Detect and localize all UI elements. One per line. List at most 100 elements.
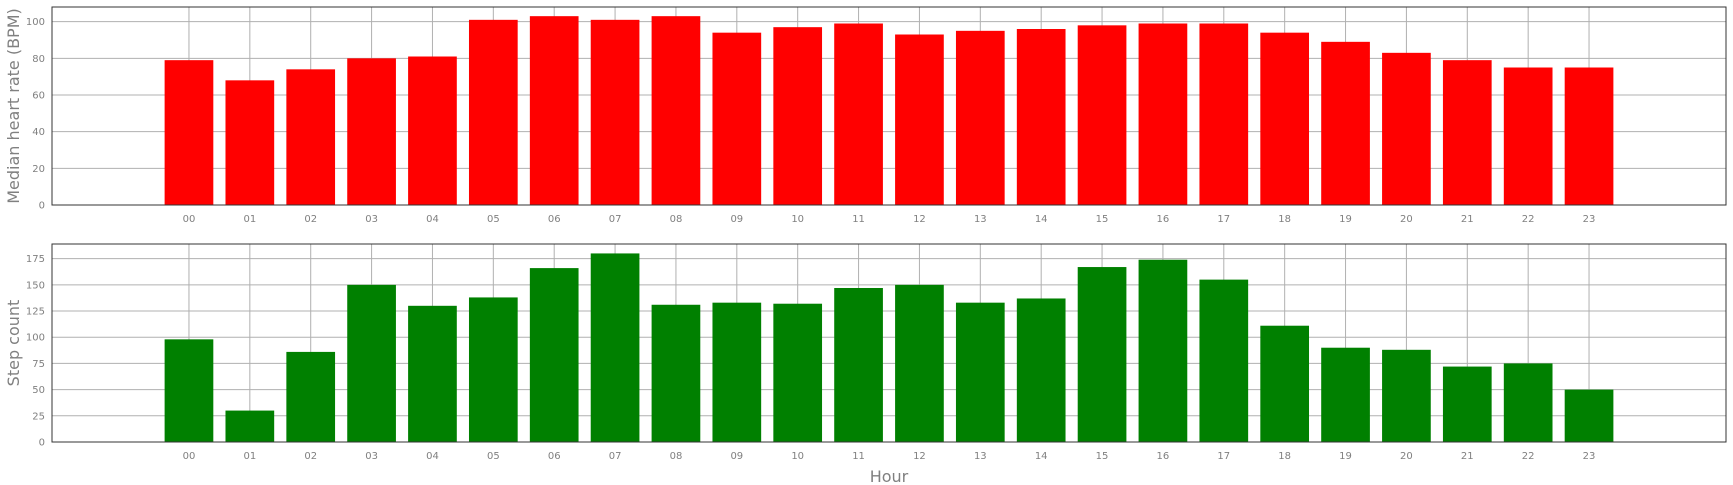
bar-07 [590, 19, 640, 206]
y-axis-label: Median heart rate (BPM) [4, 8, 23, 204]
bar-18 [1260, 325, 1310, 442]
bar-17 [1199, 23, 1249, 205]
bar-17 [1199, 279, 1249, 442]
bar-06 [529, 16, 579, 205]
bar-09 [712, 302, 762, 442]
x-tick-label: 23 [1583, 451, 1596, 462]
y-tick-label: 150 [26, 280, 45, 291]
x-tick-label: 12 [913, 451, 926, 462]
x-tick-label: 07 [609, 214, 622, 225]
bar-16 [1138, 23, 1188, 205]
x-tick-label: 12 [913, 214, 926, 225]
bar-14 [1016, 298, 1066, 442]
x-tick-label: 22 [1522, 451, 1535, 462]
x-tick-label: 18 [1278, 451, 1291, 462]
x-tick-label: 03 [365, 451, 378, 462]
x-tick-label: 15 [1096, 451, 1109, 462]
bar-10 [773, 27, 823, 205]
y-tick-label: 75 [32, 359, 45, 370]
x-axis-label: Hour [870, 467, 909, 485]
plot-frame [51, 243, 1727, 443]
chart-panel-2: 0 25 50 75 100 125 150 175 00 01 02 03 04 05 06 07 08 09 1… [4, 243, 1727, 485]
x-tick-label: 00 [183, 214, 196, 225]
bar-23 [1564, 389, 1614, 442]
bar-22 [1503, 67, 1553, 205]
bar-00 [164, 339, 214, 442]
y-tick-label: 50 [32, 385, 45, 396]
x-tick-label: 00 [183, 451, 196, 462]
x-tick-label: 02 [304, 214, 317, 225]
bar-18 [1260, 32, 1310, 205]
bar-04 [408, 56, 457, 205]
bar-02 [286, 69, 336, 205]
x-tick-label: 19 [1339, 214, 1352, 225]
x-tick-label: 05 [487, 451, 500, 462]
bar-00 [164, 60, 214, 205]
x-tick-label: 17 [1217, 451, 1230, 462]
y-tick-label: 125 [26, 307, 45, 318]
x-tick-label: 11 [852, 451, 865, 462]
bar-16 [1138, 259, 1188, 442]
y-axis-label: Step count [4, 300, 23, 387]
x-tick-label: 16 [1157, 451, 1170, 462]
x-tick-label: 19 [1339, 451, 1352, 462]
bar-20 [1382, 52, 1431, 206]
y-tick-label: 0 [39, 438, 45, 449]
x-tick-label: 13 [974, 451, 987, 462]
x-tick-label: 08 [670, 214, 683, 225]
bar-09 [712, 32, 762, 205]
bar-11 [834, 288, 883, 442]
x-tick-label: 16 [1157, 214, 1170, 225]
x-tick-label: 18 [1278, 214, 1291, 225]
x-tick-label: 03 [365, 214, 378, 225]
bar-03 [347, 58, 396, 206]
bar-12 [895, 284, 944, 442]
bar-20 [1382, 349, 1431, 442]
bar-15 [1077, 25, 1127, 206]
bar-21 [1442, 366, 1492, 442]
x-tick-label: 01 [243, 214, 256, 225]
x-tick-label: 14 [1035, 214, 1048, 225]
x-tick-label: 23 [1583, 214, 1596, 225]
x-tick-label: 21 [1461, 451, 1474, 462]
y-tick-label: 60 [32, 91, 45, 102]
bar-15 [1077, 267, 1127, 442]
y-tick-label: 100 [26, 17, 45, 28]
bar-19 [1321, 41, 1370, 206]
x-tick-label: 20 [1400, 451, 1413, 462]
x-tick-label: 02 [304, 451, 317, 462]
x-tick-label: 04 [426, 451, 439, 462]
bar-05 [468, 19, 518, 206]
plot-frame [51, 6, 1727, 206]
x-tick-label: 09 [730, 214, 743, 225]
x-tick-label: 07 [609, 451, 622, 462]
bar-02 [286, 351, 336, 442]
y-tick-label: 25 [32, 411, 45, 422]
bar-21 [1442, 60, 1492, 205]
bar-01 [225, 410, 275, 442]
x-tick-label: 04 [426, 214, 439, 225]
bar-05 [468, 297, 518, 442]
bar-01 [225, 80, 275, 205]
bar-08 [651, 304, 701, 442]
x-tick-label: 06 [548, 451, 561, 462]
bar-07 [590, 253, 640, 442]
x-tick-label: 05 [487, 214, 500, 225]
bar-23 [1564, 67, 1614, 205]
bar-22 [1503, 363, 1553, 442]
x-tick-label: 01 [243, 451, 256, 462]
y-tick-label: 175 [26, 254, 45, 265]
x-tick-label: 10 [791, 451, 804, 462]
bar-10 [773, 303, 823, 442]
bar-19 [1321, 347, 1370, 442]
x-tick-label: 06 [548, 214, 561, 225]
x-tick-label: 22 [1522, 214, 1535, 225]
x-tick-label: 17 [1217, 214, 1230, 225]
bar-14 [1016, 29, 1066, 205]
y-tick-label: 20 [32, 164, 45, 175]
x-tick-label: 21 [1461, 214, 1474, 225]
x-tick-label: 15 [1096, 214, 1109, 225]
x-tick-label: 08 [670, 451, 683, 462]
bar-06 [529, 268, 579, 442]
